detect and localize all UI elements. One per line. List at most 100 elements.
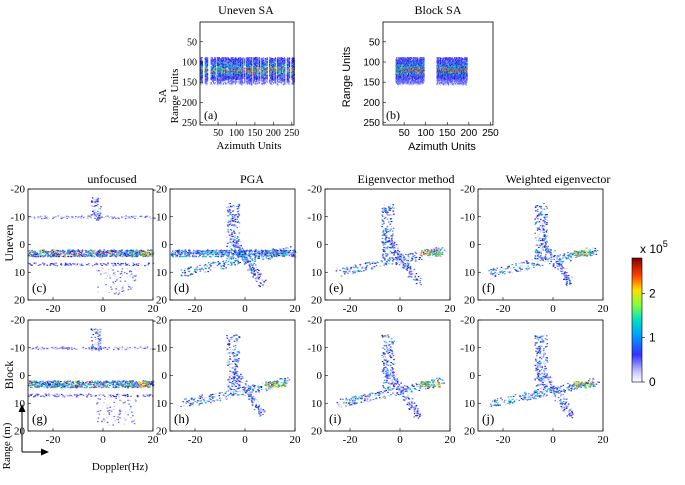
heat-cell xyxy=(248,58,250,61)
heat-cell xyxy=(406,65,408,67)
heat-cell xyxy=(224,58,226,61)
heat-cell xyxy=(415,58,417,61)
heat-cell xyxy=(421,78,423,81)
heat-cell xyxy=(210,67,212,70)
heat-cell xyxy=(396,79,398,81)
heat-cell xyxy=(273,66,275,69)
heat-cell xyxy=(395,66,397,69)
heat-cell xyxy=(228,81,230,83)
heat-cell xyxy=(244,58,246,60)
heat-cell xyxy=(441,80,443,82)
heat-cell xyxy=(250,82,252,84)
heat-cell xyxy=(253,76,255,79)
heat-cell xyxy=(229,69,231,72)
heat-cell xyxy=(283,67,285,70)
heat-cell xyxy=(253,74,255,77)
heat-cell xyxy=(250,58,252,60)
heat-cell xyxy=(200,78,202,81)
heat-cell xyxy=(235,68,237,71)
heat-cell xyxy=(269,74,271,77)
heat-cell xyxy=(274,79,276,81)
heat-cell xyxy=(235,71,237,73)
heat-cell xyxy=(217,69,219,72)
heat-cell xyxy=(220,82,222,84)
heat-cell xyxy=(278,74,280,77)
heat-cell xyxy=(265,63,267,65)
heat-cell xyxy=(398,78,400,81)
heat-cell xyxy=(223,63,225,65)
heat-cell xyxy=(204,66,206,68)
heat-cell xyxy=(206,73,208,75)
heat-cell xyxy=(235,68,238,71)
heat-cell xyxy=(225,74,227,76)
heat-cell xyxy=(277,58,279,61)
heat-cell xyxy=(280,67,282,70)
heat-cell xyxy=(231,57,233,59)
heat-cell xyxy=(241,62,243,65)
heat-cell xyxy=(258,66,261,69)
heat-cell xyxy=(423,70,425,73)
heat-cell xyxy=(281,65,283,67)
heat-cell xyxy=(253,61,255,64)
heat-cell xyxy=(211,77,213,80)
heat-cell xyxy=(255,60,257,63)
heat-cell xyxy=(443,75,445,78)
heat-cell xyxy=(411,65,413,67)
heat-cell xyxy=(411,70,413,73)
heat-cell xyxy=(254,74,256,76)
heat-cell xyxy=(241,70,243,73)
heat-cell xyxy=(253,66,255,69)
heat-cell xyxy=(287,62,289,65)
heat-cell xyxy=(397,66,399,69)
heat-cell xyxy=(234,63,236,65)
heat-cell xyxy=(232,76,234,79)
heat-cell xyxy=(292,73,294,75)
heat-cell xyxy=(283,76,285,79)
heat-cell xyxy=(270,73,272,75)
heat-cell xyxy=(218,66,220,68)
heat-cell xyxy=(454,79,456,81)
heat-cell xyxy=(211,80,213,82)
heat-cell xyxy=(216,71,218,73)
heat-cell xyxy=(284,58,286,61)
heat-cell xyxy=(279,69,281,72)
heat-cell xyxy=(440,78,442,81)
heat-cell xyxy=(241,72,243,74)
heat-cell xyxy=(263,82,265,84)
heat-cell xyxy=(274,74,276,77)
heat-cell xyxy=(288,71,290,73)
heat-cell xyxy=(445,83,447,86)
heat-cell xyxy=(283,75,285,78)
heat-cell xyxy=(234,81,236,83)
heat-cell xyxy=(414,81,416,83)
panel-a-ylabel-line2: Range Units xyxy=(169,69,181,124)
heat-cell xyxy=(223,72,225,74)
heat-cell xyxy=(239,66,241,68)
heat-cell xyxy=(207,61,209,64)
heat-cell xyxy=(234,70,236,73)
heat-cell xyxy=(413,79,415,81)
heat-cell xyxy=(231,73,233,75)
heat-cell xyxy=(214,65,216,67)
heat-cell xyxy=(261,77,263,80)
heat-cell xyxy=(248,74,250,76)
heat-cell xyxy=(260,80,262,82)
heat-cell xyxy=(210,57,212,59)
heat-cell xyxy=(278,70,280,73)
heat-cell xyxy=(214,82,216,85)
heat-cell xyxy=(247,68,249,71)
heat-cell xyxy=(212,79,215,81)
heat-cell xyxy=(278,62,280,65)
heat-cell xyxy=(276,81,278,83)
heat-cell xyxy=(263,75,265,78)
heat-cell xyxy=(284,73,286,75)
heat-cell xyxy=(233,64,235,66)
heat-cell xyxy=(200,82,202,84)
heat-cell xyxy=(452,57,454,59)
heat-cell xyxy=(406,76,408,79)
heat-cell xyxy=(226,69,228,72)
heat-cell xyxy=(261,75,263,78)
heat-cell xyxy=(459,62,461,65)
heat-cell xyxy=(223,58,225,61)
heat-cell xyxy=(409,66,411,68)
